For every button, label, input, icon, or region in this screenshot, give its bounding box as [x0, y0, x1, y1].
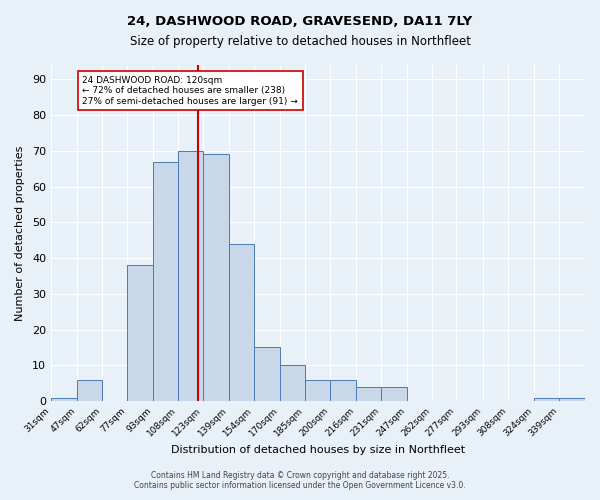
Y-axis label: Number of detached properties: Number of detached properties: [15, 146, 25, 320]
Bar: [254, 348, 280, 401]
Bar: [77, 380, 102, 401]
Bar: [305, 380, 329, 401]
Bar: [178, 151, 203, 401]
Text: 24, DASHWOOD ROAD, GRAVESEND, DA11 7LY: 24, DASHWOOD ROAD, GRAVESEND, DA11 7LY: [127, 15, 473, 28]
Bar: [534, 398, 559, 401]
Bar: [559, 398, 585, 401]
Text: Contains HM Land Registry data © Crown copyright and database right 2025.
Contai: Contains HM Land Registry data © Crown c…: [134, 470, 466, 490]
Bar: [203, 154, 229, 401]
Bar: [280, 366, 305, 401]
Text: 24 DASHWOOD ROAD: 120sqm
← 72% of detached houses are smaller (238)
27% of semi-: 24 DASHWOOD ROAD: 120sqm ← 72% of detach…: [82, 76, 298, 106]
Bar: [229, 244, 254, 401]
X-axis label: Distribution of detached houses by size in Northfleet: Distribution of detached houses by size …: [171, 445, 465, 455]
Bar: [356, 387, 380, 401]
Bar: [153, 162, 178, 401]
Bar: [329, 380, 356, 401]
Bar: [51, 398, 77, 401]
Bar: [380, 387, 407, 401]
Bar: [127, 265, 153, 401]
Text: Size of property relative to detached houses in Northfleet: Size of property relative to detached ho…: [130, 35, 470, 48]
